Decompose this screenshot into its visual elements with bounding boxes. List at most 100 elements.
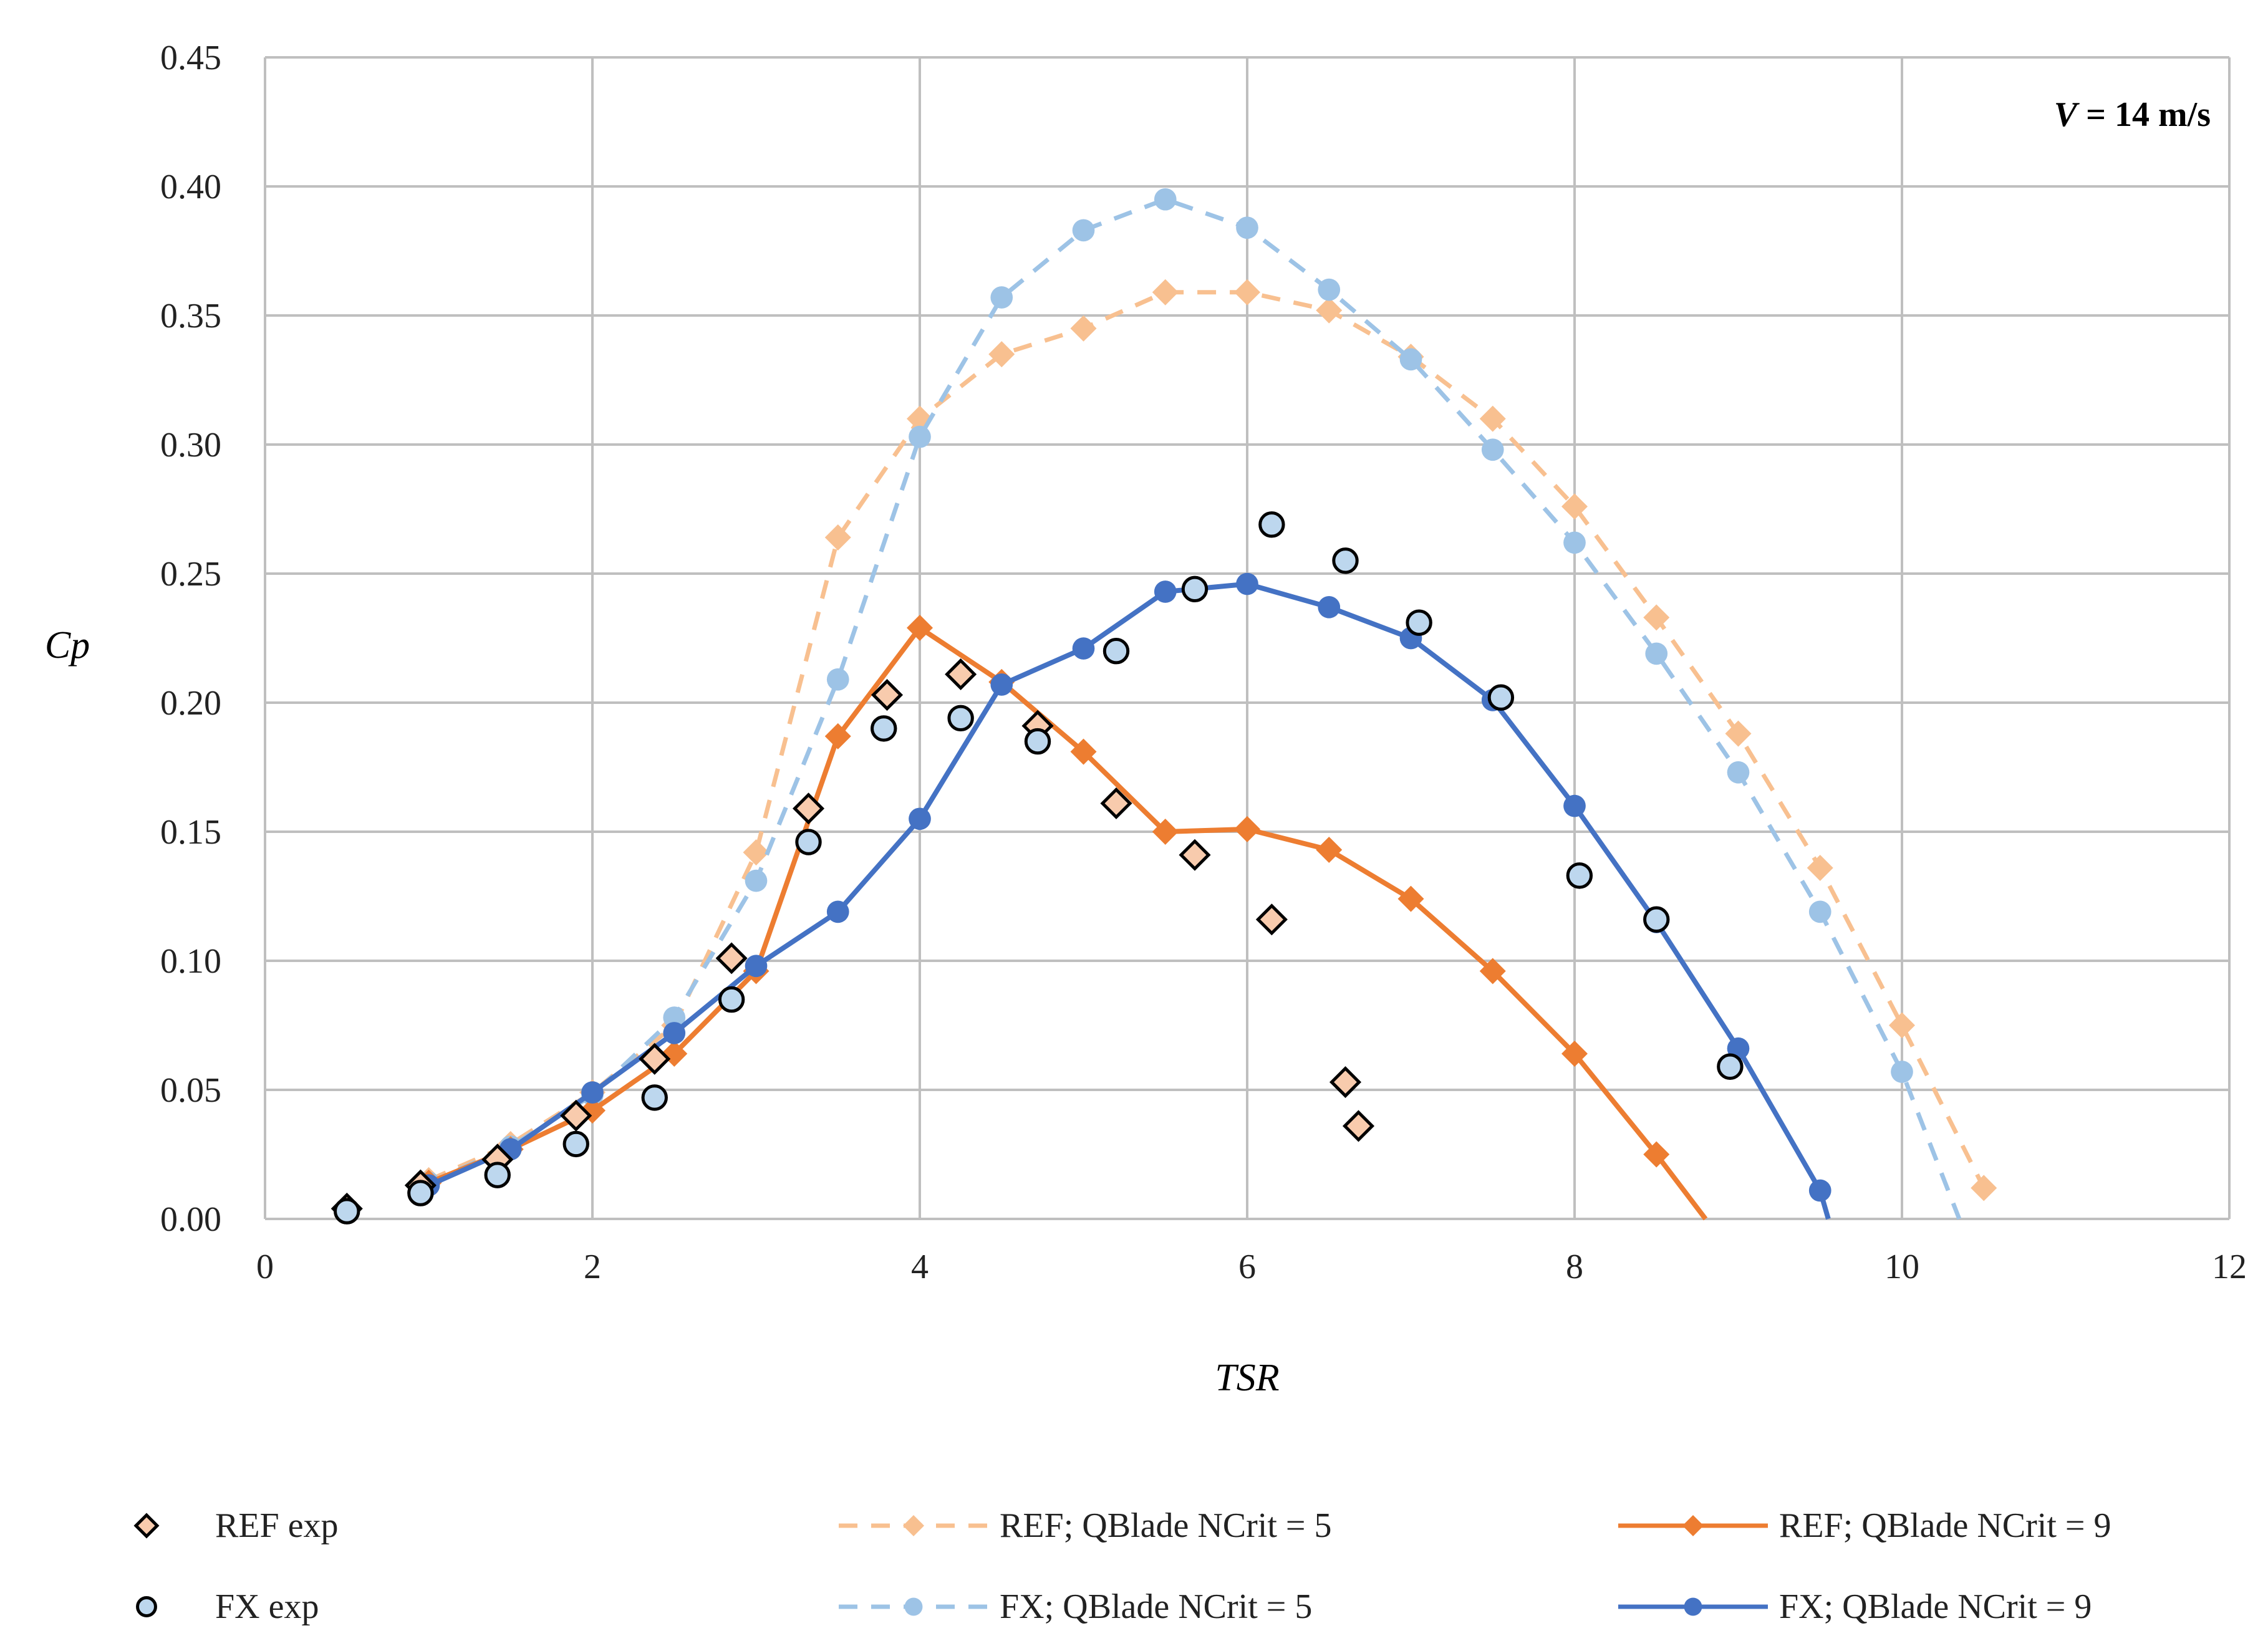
ref-nc5-point	[824, 524, 851, 551]
y-tick-label: 0.00	[160, 1200, 221, 1239]
y-tick-label: 0.40	[160, 168, 221, 206]
ref-exp-point	[792, 792, 825, 825]
fx-exp-point	[334, 1198, 360, 1225]
legend-marker-fx-nc9	[1684, 1597, 1702, 1616]
fx-nc5-point	[1481, 438, 1504, 461]
fx-exp-point	[1566, 862, 1593, 889]
fx-nc9-point	[1808, 1179, 1831, 1202]
fx-exp-point	[641, 1084, 668, 1111]
fx-nc5-point	[1236, 216, 1258, 239]
fx-nc9-point	[990, 673, 1013, 696]
fx-exp-point	[871, 715, 897, 742]
fx-exp-point	[562, 1130, 589, 1158]
legend-label-fx-nc9: FX; QBlade NCrit = 9	[1779, 1587, 2092, 1626]
y-tick-label: 0.20	[160, 684, 221, 723]
fx-exp-point	[484, 1162, 511, 1188]
fx-exp-point	[1181, 575, 1209, 603]
ref-exp-point	[1342, 1110, 1375, 1142]
ref-nc5-line	[428, 290, 1986, 1189]
legend-marker-fx-exp	[136, 1596, 157, 1617]
ref-nc9-point	[1561, 1041, 1588, 1067]
fx-nc9-point	[1236, 572, 1258, 595]
y-tick-label: 0.10	[160, 942, 221, 981]
ref-nc9-point	[824, 723, 851, 749]
fx-exp-point	[1024, 728, 1051, 755]
legend: REF exp REF; QBlade NCrit = 5 REF; QBlade …	[133, 1506, 2111, 1626]
x-tick-label: 10	[1884, 1248, 1919, 1286]
legend-label-fx-nc5: FX; QBlade NCrit = 5	[1000, 1587, 1312, 1626]
fx-exp-point	[1717, 1053, 1744, 1080]
x-tick-label: 12	[2212, 1248, 2247, 1286]
legend-item-ref-nc9: REF; QBlade NCrit = 9	[1618, 1506, 2111, 1545]
fx-nc9-point	[581, 1081, 604, 1104]
ref-exp-point	[1255, 903, 1288, 936]
fx-nc9-point	[1318, 595, 1341, 619]
legend-item-fx-exp: FX exp	[136, 1587, 319, 1626]
ref-nc5-point	[1070, 315, 1097, 342]
legend-label-ref-exp: REF exp	[215, 1506, 339, 1545]
fx-exp-point	[1258, 511, 1285, 538]
ref-exp-point	[1100, 787, 1132, 819]
ref-nc5-point	[1725, 720, 1752, 747]
annotation-variable: V	[2054, 95, 2080, 134]
fx-nc5-point	[1808, 900, 1831, 923]
ref-nc9-point	[1234, 816, 1260, 842]
y-tick-label: 0.35	[160, 297, 221, 335]
fx-exp-point	[795, 829, 822, 855]
fx-nc5-point	[909, 425, 931, 448]
ref-exp-point	[945, 658, 977, 690]
ref-nc5-point	[1152, 279, 1179, 306]
fx-nc5-point	[1645, 642, 1668, 665]
fx-nc5-point	[745, 869, 768, 892]
ref-nc9-point	[1152, 819, 1179, 845]
ref-exp-point	[715, 942, 748, 975]
legend-marker-fx-nc5	[904, 1597, 923, 1616]
fx-nc9-point	[745, 955, 768, 978]
legend-marker-ref-nc9	[1682, 1515, 1704, 1536]
plot-area	[331, 188, 1997, 1225]
fx-nc5-point	[1563, 531, 1586, 554]
fx-nc9-point	[909, 807, 931, 830]
y-axis-label: Cp	[45, 624, 90, 667]
ref-nc5-point	[1643, 604, 1670, 631]
fx-nc5-point	[1154, 188, 1177, 211]
tick-labels: 0 2 4 6 8 10 12 0.00 0.05 0.10 0.15 0.20 0.25 0.30 0.3…	[160, 39, 2247, 1286]
fx-exp-point	[1103, 638, 1130, 665]
ref-nc5-point	[1889, 1012, 1915, 1039]
ref-nc9-point	[1070, 738, 1097, 765]
ref-nc5-point	[1479, 405, 1506, 432]
y-tick-label: 0.25	[160, 555, 221, 594]
fx-exp-point	[718, 986, 745, 1013]
legend-label-fx-exp: FX exp	[215, 1587, 319, 1626]
ref-exp-point	[1179, 839, 1211, 871]
legend-item-ref-exp: REF exp	[133, 1506, 339, 1545]
legend-item-ref-nc5: REF; QBlade NCrit = 5	[839, 1506, 1331, 1545]
fx-nc5-point	[1727, 761, 1750, 784]
legend-item-fx-nc5: FX; QBlade NCrit = 5	[839, 1587, 1312, 1626]
wind-speed-annotation: V = 14 m/s	[2054, 95, 2211, 134]
x-tick-label: 2	[584, 1248, 601, 1286]
legend-marker-ref-nc5	[903, 1515, 924, 1536]
fx-nc5-point	[1072, 219, 1095, 242]
ref-nc9-point	[1397, 885, 1424, 912]
y-tick-label: 0.15	[160, 813, 221, 852]
ref-exp-point	[639, 1042, 671, 1075]
legend-label-ref-nc5: REF; QBlade NCrit = 5	[1000, 1506, 1331, 1545]
fx-exp-point	[1643, 906, 1670, 933]
ref-nc5-point	[1807, 854, 1833, 881]
ref-nc9-point	[1479, 958, 1506, 984]
y-tick-label: 0.30	[160, 426, 221, 464]
fx-nc9-point	[663, 1022, 686, 1044]
fx-exp-point	[947, 705, 974, 732]
fx-nc9-point	[826, 900, 849, 923]
series-fx-exp	[334, 511, 1744, 1225]
fx-nc9-point	[1154, 580, 1177, 603]
fx-nc5-point	[990, 286, 1013, 309]
legend-label-ref-nc9: REF; QBlade NCrit = 9	[1779, 1506, 2111, 1545]
fx-nc5-point	[1399, 348, 1422, 371]
x-tick-label: 4	[911, 1248, 929, 1286]
ref-nc5-point	[743, 839, 770, 866]
fx-nc5-point	[663, 1006, 686, 1029]
